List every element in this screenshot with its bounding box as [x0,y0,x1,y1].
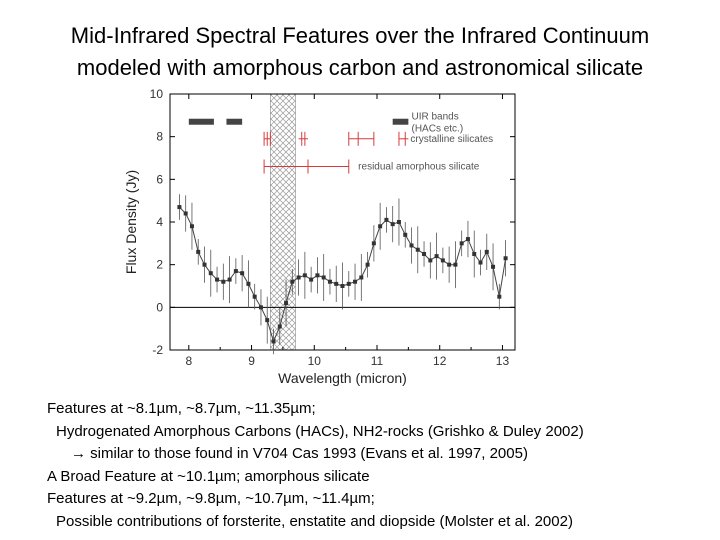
data-point [246,281,251,286]
uir-band [226,118,243,125]
data-point [409,243,414,248]
data-point [390,222,395,227]
data-point [491,264,496,269]
data-point [296,275,301,280]
y-tick-label: 2 [156,258,163,272]
data-point [271,339,276,344]
note-line-4: A Broad Feature at ~10.1µm; amorphous si… [47,467,370,485]
data-point [478,260,483,265]
data-point [290,279,295,284]
data-point [252,294,257,299]
notes-block: Features at ~8.1µm, ~8.7µm, ~11.35µm; Hy… [47,398,584,533]
data-point [453,262,458,267]
data-point [365,262,370,267]
title-line-1: Mid-Infrared Spectral Features over the … [70,23,650,48]
uir-label: (HACs etc.) [412,124,464,135]
data-point [403,232,408,237]
note-line-5: Features at ~9.2µm, ~9.8µm, ~10.7µm, ~11… [47,490,375,507]
crystalline-label: crystalline silicates [410,134,493,145]
uir-label: UIR bands [412,112,459,123]
data-point [415,247,420,252]
data-point [371,241,376,246]
x-tick-label: 12 [433,354,447,368]
y-axis-label: Flux Density (Jy) [123,170,139,274]
data-point [221,279,226,284]
x-tick-label: 9 [248,354,255,368]
data-point [353,279,358,284]
x-tick-label: 11 [371,354,384,368]
uir-band [188,118,214,125]
amorphous-label: residual amorphous silicate [358,162,480,173]
data-point [447,262,452,267]
note-line-3: → similar to those found in V704 Cas 199… [71,445,528,462]
data-point [334,281,339,286]
data-point [359,275,364,280]
data-point [277,324,282,329]
x-tick-label: 10 [308,354,322,368]
data-point [422,252,427,256]
data-point [434,254,439,259]
data-point [309,277,314,282]
hatched-region [270,93,296,351]
uir-band [392,118,409,125]
data-point [202,262,207,267]
data-point [440,258,445,263]
data-point [284,301,289,306]
data-point [378,224,383,229]
data-point [233,269,238,274]
slide-title: Mid-Infrared Spectral Features over the … [0,20,720,84]
data-point [302,273,307,278]
data-point [258,305,263,310]
title-line-2: modeled with amorphous carbon and astron… [76,55,644,80]
data-point [177,205,182,210]
data-point [465,237,470,242]
note-line-1: Features at ~8.1µm, ~8.7µm, ~11.35µm; [47,400,316,417]
data-point [459,241,464,246]
data-point [497,294,502,299]
data-point [189,224,194,229]
y-tick-label: 6 [156,172,163,186]
note-line-6: Possible contributions of forsterite, en… [56,512,573,530]
spectrum-chart: 8 9 10 11 12 13 -2 0 2 4 6 8 10 Wavelength (micron) Fl… [123,87,516,386]
data-point [340,284,345,288]
data-point [484,249,489,254]
y-tick-label: -2 [152,343,163,357]
data-point [428,258,433,263]
data-point [240,271,245,276]
data-point [384,217,389,222]
data-point [503,256,508,261]
note-line-2: Hydrogenated Amorphous Carbons (HACs), N… [56,422,584,440]
data-point [321,275,326,280]
x-tick-label: 13 [496,354,510,368]
data-point [227,277,232,282]
data-point [396,220,401,224]
y-tick-label: 4 [156,215,163,229]
y-tick-label: 0 [156,300,163,314]
data-point [208,271,213,276]
x-tick-label: 8 [185,354,192,368]
y-tick-label: 10 [150,87,164,101]
data-point [472,252,477,256]
data-point [196,249,201,254]
data-point [346,281,351,286]
data-point [327,279,332,284]
plot-frame [169,93,516,351]
data-point [215,277,220,282]
x-axis-label: Wavelength (micron) [278,370,407,386]
data-point [315,273,320,278]
data-point [265,318,270,323]
data-point [183,211,188,216]
y-tick-label: 8 [156,130,163,144]
